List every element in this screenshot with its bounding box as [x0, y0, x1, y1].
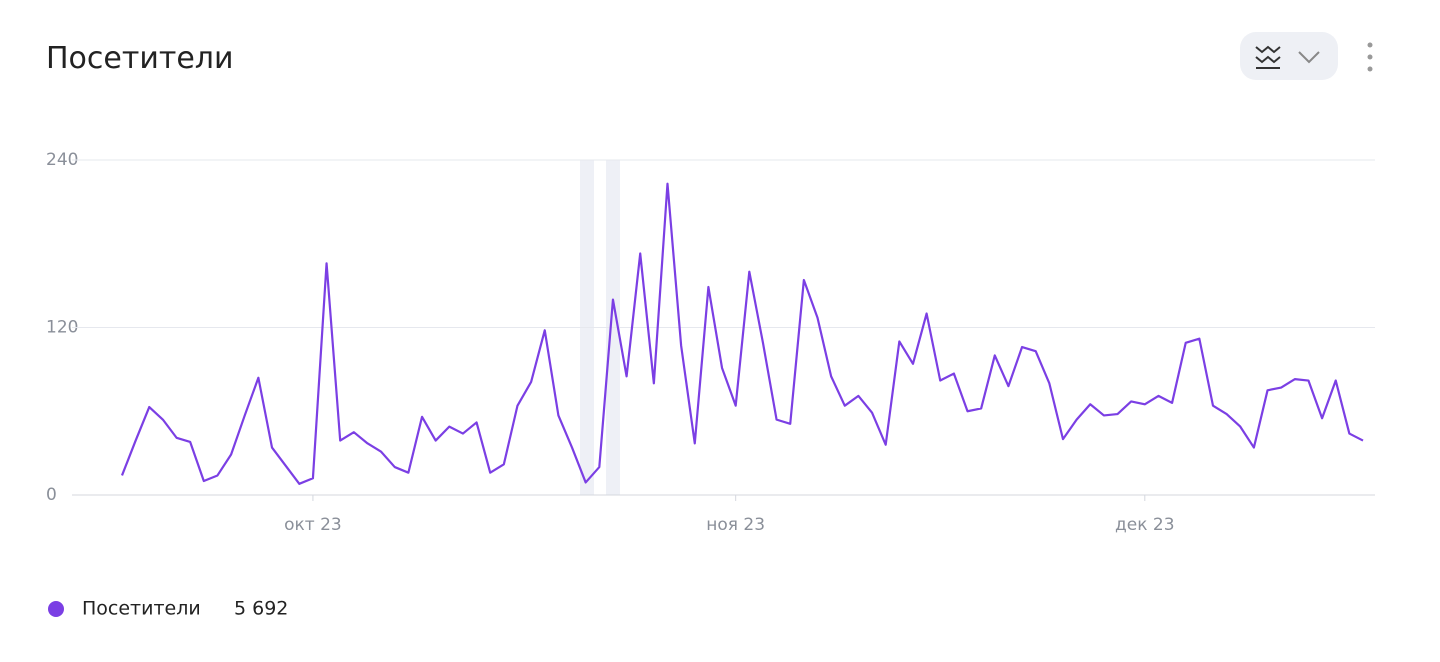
x-tick-label: ноя 23 — [706, 515, 765, 535]
chart-title: Посетители — [46, 41, 233, 76]
y-tick-label: 120 — [46, 318, 78, 338]
legend-marker — [48, 601, 64, 617]
dot — [1367, 42, 1373, 48]
data-line — [120, 182, 1364, 485]
dot — [1367, 66, 1373, 72]
y-tick-label: 0 — [46, 485, 57, 505]
more-button[interactable] — [1367, 42, 1373, 72]
button-bg[interactable] — [1240, 32, 1338, 80]
x-tick-label: дек 23 — [1115, 515, 1175, 535]
chart-type-button[interactable] — [1240, 32, 1338, 80]
chart-type-icon — [1255, 45, 1281, 69]
legend-label: Посетители — [82, 598, 201, 620]
chevron-icon — [1298, 51, 1320, 64]
x-tick-label: окт 23 — [284, 515, 342, 535]
legend-total: 5 692 — [234, 598, 288, 620]
y-tick-label: 240 — [46, 150, 78, 170]
dot — [1367, 54, 1373, 60]
